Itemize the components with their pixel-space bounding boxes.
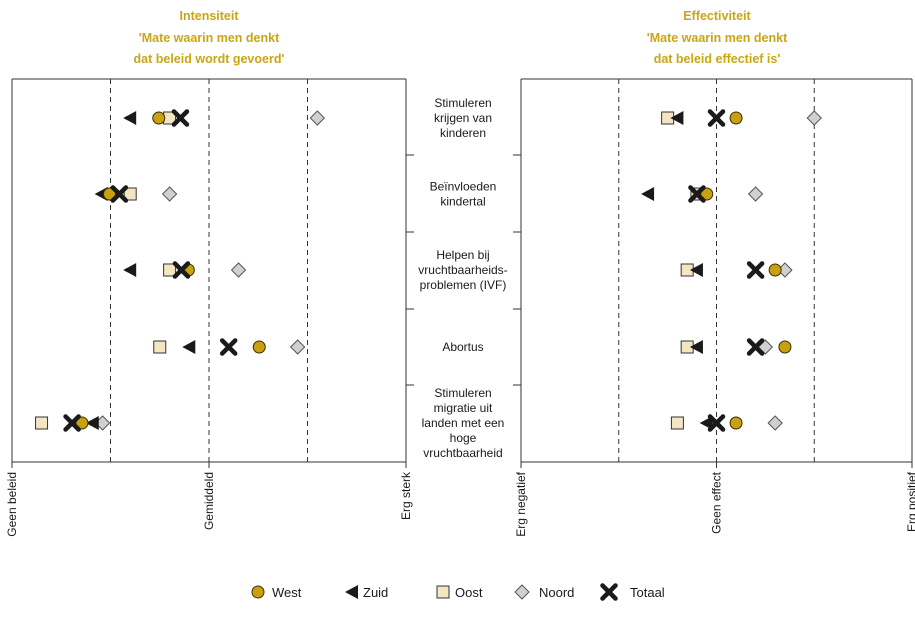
- point-oost: [153, 340, 167, 354]
- chart-title: Intensiteit: [179, 9, 239, 23]
- point-noord: [767, 415, 783, 431]
- point-zuid: [123, 111, 137, 125]
- legend-label: Oost: [455, 585, 483, 600]
- chart-subtitle: 'Mate waarin men denkt: [647, 31, 788, 45]
- category-label: vruchtbaarheid: [423, 446, 502, 460]
- point-west: [729, 416, 743, 430]
- legend-marker-totaal: [600, 583, 618, 601]
- legend-marker-west: [251, 585, 265, 599]
- chart-title: Effectiviteit: [683, 9, 751, 23]
- point-zuid: [670, 111, 684, 125]
- category-label: kindertal: [440, 195, 485, 209]
- point-west: [700, 187, 714, 201]
- legend-marker-oost: [436, 585, 450, 599]
- point-zuid: [689, 263, 703, 277]
- point-west: [152, 111, 166, 125]
- point-oost: [163, 263, 177, 277]
- chart-subtitle: dat beleid wordt gevoerd': [134, 52, 285, 66]
- point-totaal: [707, 109, 726, 127]
- point-totaal: [219, 338, 238, 356]
- category-label: kinderen: [440, 126, 486, 140]
- point-zuid: [689, 340, 703, 354]
- category-label: Beïnvloeden: [430, 180, 497, 194]
- legend: West Zuid Oost Noord Totaal: [251, 583, 665, 601]
- point-west: [778, 340, 792, 354]
- point-noord: [806, 110, 822, 126]
- x-tick-label: Erg positief: [905, 471, 915, 532]
- legend-label: West: [272, 585, 302, 600]
- point-totaal: [63, 414, 81, 432]
- point-west: [729, 111, 743, 125]
- category-label: Helpen bij: [436, 248, 489, 262]
- category-label: vruchtbaarheids-: [418, 263, 507, 277]
- point-noord: [230, 262, 247, 278]
- point-oost: [35, 416, 49, 430]
- category-label: landen met een: [422, 416, 505, 430]
- point-zuid: [699, 416, 713, 430]
- point-zuid: [182, 340, 196, 354]
- x-tick-label: Geen beleid: [5, 472, 19, 537]
- point-noord: [309, 110, 326, 126]
- point-zuid: [641, 187, 655, 201]
- point-noord: [289, 339, 306, 355]
- chart-subtitle: dat beleid effectief is': [654, 52, 781, 66]
- category-label: migratie uit: [434, 401, 493, 415]
- point-totaal: [746, 338, 765, 356]
- point-west: [75, 416, 89, 430]
- point-west: [103, 187, 117, 201]
- x-tick-label: Erg sterk: [399, 471, 413, 520]
- category-label: krijgen van: [434, 111, 492, 125]
- category-label: Abortus: [442, 340, 483, 354]
- point-noord: [161, 186, 178, 202]
- category-label: problemen (IVF): [420, 278, 507, 292]
- x-tick-label: Erg negatief: [514, 471, 528, 536]
- legend-marker-noord: [514, 584, 530, 600]
- x-tick-label: Gemiddeld: [202, 472, 216, 530]
- point-totaal: [746, 261, 765, 279]
- point-noord: [747, 186, 764, 202]
- point-totaal: [172, 261, 191, 279]
- legend-label: Zuid: [363, 585, 388, 600]
- legend-label: Totaal: [630, 585, 665, 600]
- point-totaal: [707, 414, 726, 432]
- panel-intensiteit: Intensiteit 'Mate waarin men denkt dat bel…: [5, 9, 413, 537]
- point-totaal: [171, 109, 190, 127]
- point-totaal: [688, 185, 706, 203]
- chart-subtitle: 'Mate waarin men denkt: [139, 31, 280, 45]
- x-tick-label: Geen effect: [710, 471, 724, 533]
- point-oost: [123, 187, 137, 201]
- point-oost: [670, 416, 684, 430]
- point-zuid: [85, 416, 99, 430]
- point-totaal: [110, 185, 129, 203]
- point-zuid: [123, 263, 137, 277]
- category-label: Stimuleren: [434, 386, 491, 400]
- legend-label: Noord: [539, 585, 574, 600]
- legend-marker-zuid: [345, 585, 358, 599]
- point-west: [768, 263, 782, 277]
- category-label: hoge: [450, 431, 477, 445]
- point-west: [252, 340, 266, 354]
- category-label: Stimuleren: [434, 96, 491, 110]
- panel-effectiviteit: Effectiviteit 'Mate waarin men denkt dat b…: [514, 9, 915, 537]
